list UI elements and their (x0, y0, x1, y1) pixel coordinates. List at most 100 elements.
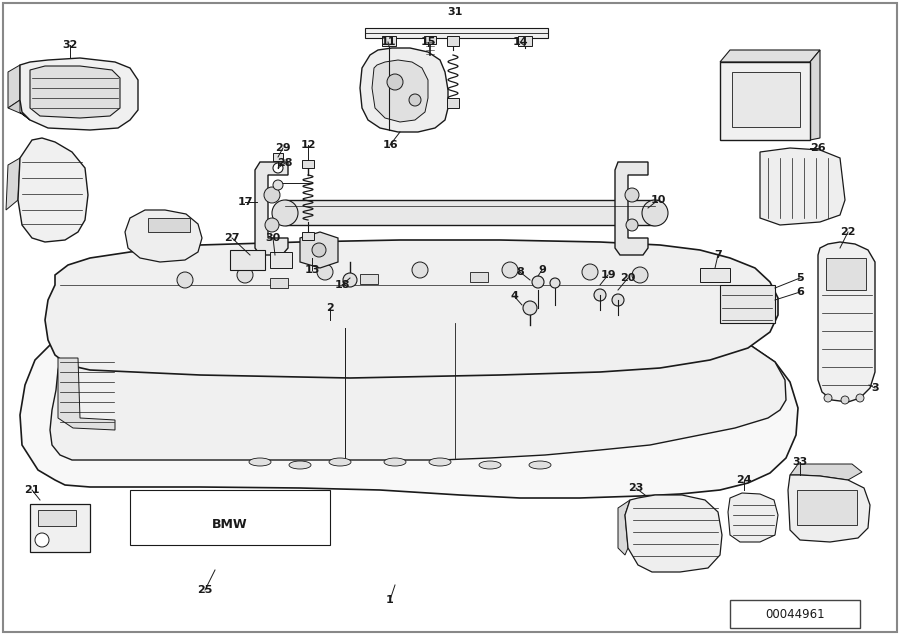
Text: 5: 5 (796, 273, 804, 283)
Text: 3: 3 (871, 383, 878, 393)
Bar (302, 160, 314, 168)
Bar (273, 153, 283, 161)
Circle shape (272, 200, 298, 226)
Bar (447, 98, 459, 108)
Bar (700, 268, 730, 282)
Text: 6: 6 (796, 287, 804, 297)
Polygon shape (18, 138, 88, 242)
Text: 29: 29 (275, 143, 291, 153)
Polygon shape (625, 495, 722, 572)
Circle shape (412, 262, 428, 278)
Text: 17: 17 (238, 197, 253, 207)
Text: 1: 1 (386, 595, 394, 605)
Bar (720, 285, 775, 323)
Circle shape (343, 273, 357, 287)
Circle shape (550, 278, 560, 288)
Circle shape (632, 267, 648, 283)
Ellipse shape (529, 461, 551, 469)
Polygon shape (30, 66, 120, 118)
Text: 12: 12 (301, 140, 316, 150)
Polygon shape (365, 28, 548, 38)
Polygon shape (818, 242, 875, 402)
Text: 14: 14 (512, 37, 527, 47)
Ellipse shape (289, 461, 311, 469)
Text: 15: 15 (420, 37, 436, 47)
Text: 25: 25 (197, 585, 212, 595)
Polygon shape (125, 210, 202, 262)
Text: 9: 9 (538, 265, 546, 275)
Ellipse shape (329, 458, 351, 466)
Text: 21: 21 (24, 485, 40, 495)
Bar (38, 510, 76, 526)
Polygon shape (618, 500, 630, 555)
Polygon shape (372, 60, 428, 122)
Text: 33: 33 (792, 457, 807, 467)
Bar (148, 218, 190, 232)
Text: 18: 18 (334, 280, 350, 290)
Text: 11: 11 (380, 37, 396, 47)
Text: 28: 28 (277, 158, 292, 168)
Bar (382, 36, 396, 46)
Bar (797, 490, 857, 525)
Polygon shape (360, 48, 448, 132)
Circle shape (265, 218, 279, 232)
Ellipse shape (429, 458, 451, 466)
Circle shape (35, 533, 49, 547)
Polygon shape (760, 148, 845, 225)
Bar (360, 274, 378, 284)
Circle shape (312, 243, 326, 257)
Text: 10: 10 (651, 195, 666, 205)
Circle shape (264, 187, 280, 203)
Polygon shape (300, 232, 338, 268)
Circle shape (273, 163, 283, 173)
Circle shape (626, 219, 638, 231)
Polygon shape (8, 100, 30, 120)
Text: 30: 30 (266, 233, 281, 243)
Bar (130, 490, 330, 545)
Polygon shape (6, 158, 20, 210)
Circle shape (612, 294, 624, 306)
Text: 26: 26 (810, 143, 826, 153)
Text: 2: 2 (326, 303, 334, 313)
Circle shape (387, 74, 403, 90)
Polygon shape (20, 58, 138, 130)
Polygon shape (720, 62, 810, 140)
Text: 8: 8 (516, 267, 524, 277)
Bar (424, 36, 436, 44)
Text: 27: 27 (224, 233, 239, 243)
Circle shape (841, 396, 849, 404)
Text: 32: 32 (62, 40, 77, 50)
Circle shape (642, 200, 668, 226)
Circle shape (824, 394, 832, 402)
Circle shape (177, 272, 193, 288)
Circle shape (582, 264, 598, 280)
Text: 20: 20 (620, 273, 635, 283)
Circle shape (317, 264, 333, 280)
Bar (732, 72, 800, 127)
Circle shape (502, 262, 518, 278)
Text: 16: 16 (382, 140, 398, 150)
Bar (447, 36, 459, 46)
Ellipse shape (479, 461, 501, 469)
Circle shape (594, 289, 606, 301)
Polygon shape (790, 464, 862, 480)
Bar (30, 504, 90, 552)
Text: 7: 7 (714, 250, 722, 260)
Polygon shape (810, 50, 820, 140)
Polygon shape (8, 65, 20, 108)
Circle shape (237, 267, 253, 283)
Circle shape (273, 180, 283, 190)
Bar (470, 272, 488, 282)
Polygon shape (255, 162, 288, 255)
Text: 4: 4 (510, 291, 518, 301)
Circle shape (409, 94, 421, 106)
Ellipse shape (249, 458, 271, 466)
Text: 13: 13 (304, 265, 320, 275)
Polygon shape (728, 493, 778, 542)
Ellipse shape (384, 458, 406, 466)
Bar (270, 252, 292, 268)
Circle shape (625, 188, 639, 202)
Polygon shape (20, 318, 798, 498)
Bar (270, 278, 288, 288)
Text: 24: 24 (736, 475, 752, 485)
